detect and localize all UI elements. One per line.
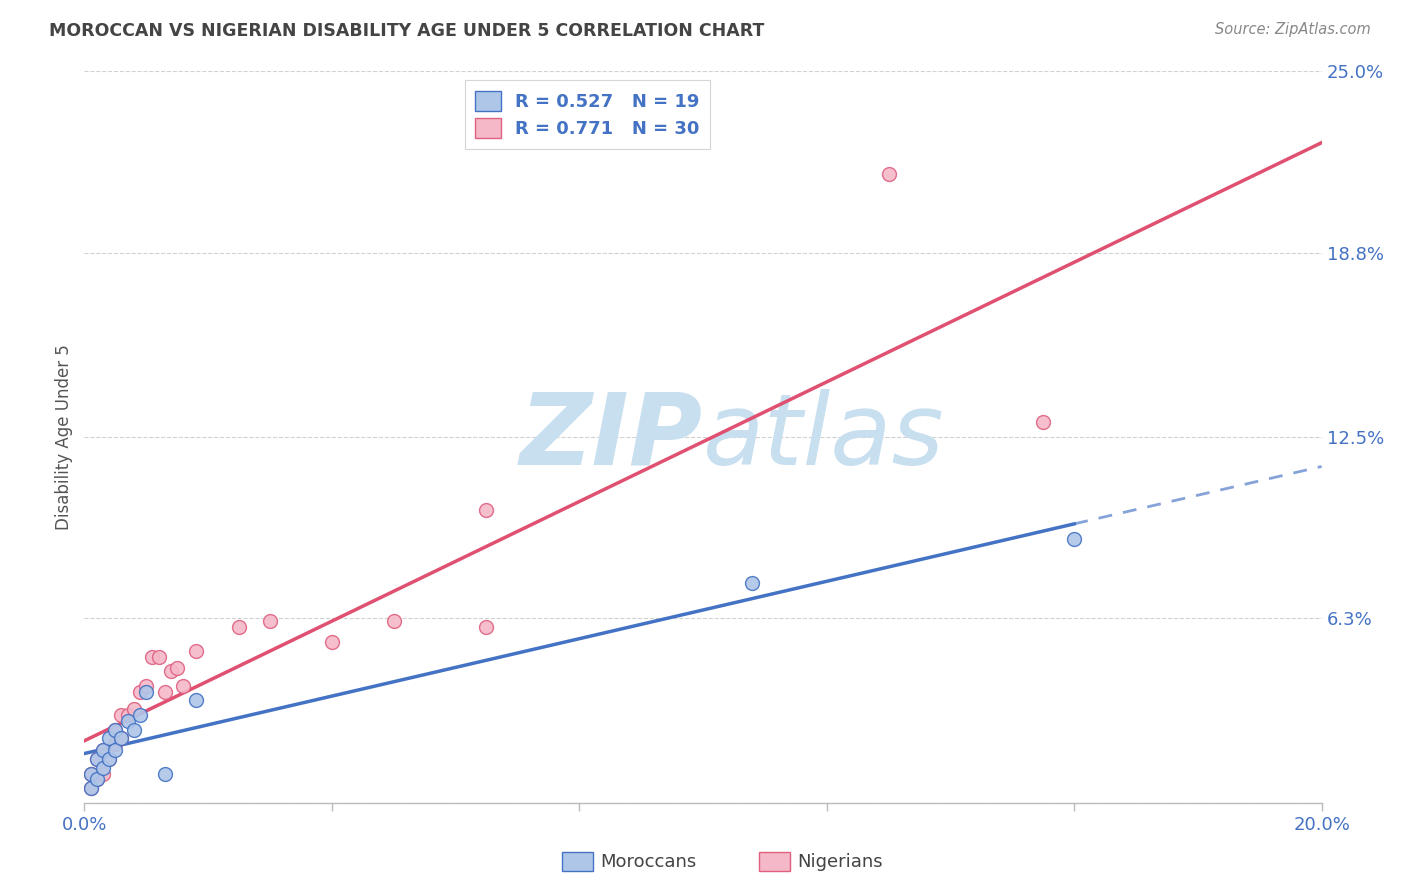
Point [122, 702, 145, 716]
Point [79, 781, 101, 796]
Point [877, 167, 900, 181]
Point [86, 772, 108, 787]
Point [135, 684, 157, 698]
Point [79, 781, 101, 796]
Point [160, 664, 183, 678]
Text: Moroccans: Moroccans [600, 853, 696, 871]
Text: Nigerians: Nigerians [797, 853, 883, 871]
Point [259, 615, 281, 629]
Point [122, 723, 145, 737]
Point [110, 731, 132, 746]
Point [104, 723, 127, 737]
Point [141, 649, 163, 664]
Point [117, 708, 139, 723]
Point [741, 576, 763, 591]
Point [1063, 533, 1085, 547]
Point [98, 731, 121, 746]
Point [184, 643, 207, 657]
Point [129, 708, 152, 723]
Point [79, 766, 101, 780]
Point [91, 743, 114, 757]
Point [104, 743, 127, 757]
Point [475, 620, 498, 634]
Point [110, 731, 132, 746]
Point [166, 661, 188, 675]
Point [104, 723, 127, 737]
Point [86, 752, 108, 766]
Point [228, 620, 250, 634]
Point [98, 752, 121, 766]
Point [117, 714, 139, 728]
Legend: R = 0.527   N = 19, R = 0.771   N = 30: R = 0.527 N = 19, R = 0.771 N = 30 [464, 80, 710, 149]
Point [475, 503, 498, 517]
Text: ZIP: ZIP [520, 389, 703, 485]
Point [86, 752, 108, 766]
Point [91, 766, 114, 780]
Point [104, 737, 127, 751]
Point [129, 684, 152, 698]
Point [98, 752, 121, 766]
Point [148, 649, 170, 664]
Y-axis label: Disability Age Under 5: Disability Age Under 5 [55, 344, 73, 530]
Point [321, 635, 343, 649]
Point [110, 708, 132, 723]
Point [79, 766, 101, 780]
Point [1032, 416, 1054, 430]
Point [382, 615, 405, 629]
Point [91, 743, 114, 757]
Text: atlas: atlas [703, 389, 945, 485]
Point [184, 693, 207, 707]
Point [135, 679, 157, 693]
Text: MOROCCAN VS NIGERIAN DISABILITY AGE UNDER 5 CORRELATION CHART: MOROCCAN VS NIGERIAN DISABILITY AGE UNDE… [49, 22, 765, 40]
Point [86, 772, 108, 787]
Text: Source: ZipAtlas.com: Source: ZipAtlas.com [1215, 22, 1371, 37]
Point [153, 766, 176, 780]
Point [172, 679, 194, 693]
Point [91, 761, 114, 775]
Point [153, 684, 176, 698]
